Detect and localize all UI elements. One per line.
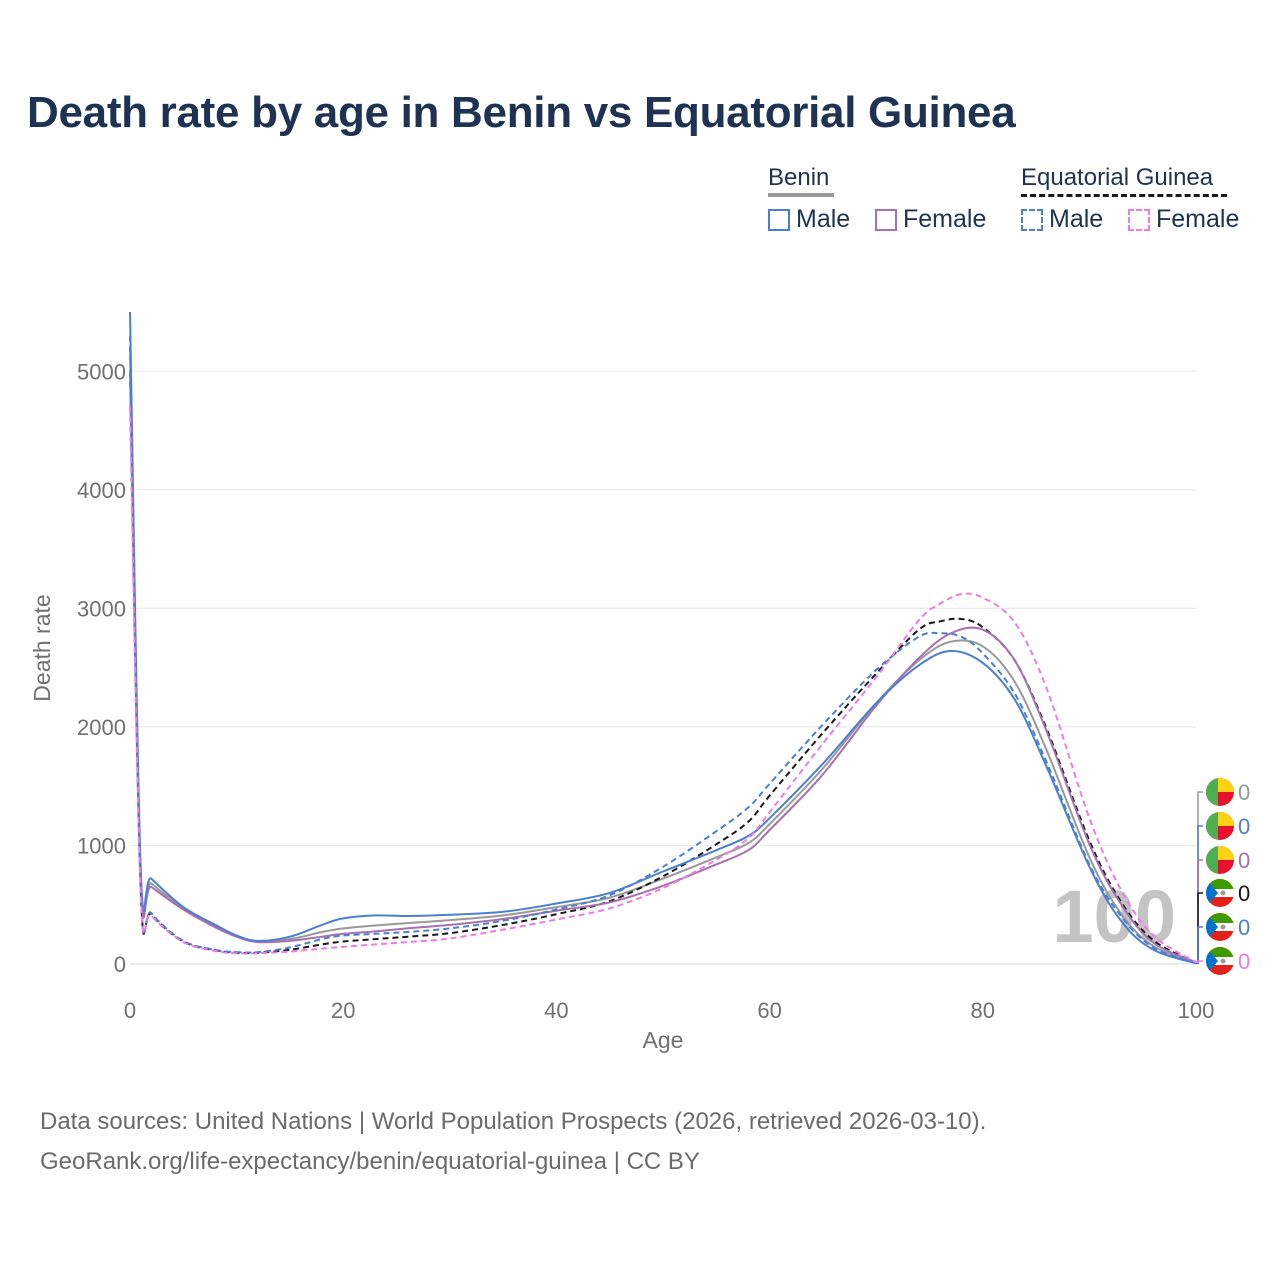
series-line-benin-female	[129, 371, 1197, 964]
equatorial-guinea-flag-icon	[1206, 947, 1234, 975]
series-line-benin-male	[129, 311, 1197, 965]
x-tick-label-0: 0	[124, 998, 136, 1023]
end-connector-equatorial-guinea-female	[1196, 960, 1203, 963]
legend-item-equatorial-guinea-female[interactable]: Female	[1128, 205, 1239, 234]
end-connector-benin-female	[1196, 859, 1203, 963]
y-tick-label-5000: 5000	[77, 359, 126, 384]
equatorial-guinea-flag-icon	[1206, 913, 1234, 941]
legend-label-equatorial-guinea-female: Female	[1156, 205, 1240, 233]
x-tick-label-60: 60	[757, 998, 781, 1023]
legend-label-equatorial-guinea-male: Male	[1049, 205, 1104, 233]
benin-flag-icon	[1206, 812, 1234, 840]
legend-group-equatorial-guinea[interactable]: Equatorial Guinea	[1021, 164, 1227, 197]
legend-swatch-equatorial-guinea-male	[1021, 208, 1043, 231]
benin-flag-icon	[1206, 846, 1234, 874]
legend-group-benin[interactable]: Benin	[768, 164, 834, 197]
x-tick-label-100: 100	[1178, 998, 1215, 1023]
end-connector-benin-male	[1196, 825, 1203, 965]
y-tick-label-1000: 1000	[77, 833, 126, 858]
legend-line-equatorial-guinea-total	[1021, 194, 1227, 197]
legend-line-benin-total	[768, 193, 834, 197]
x-tick-label-40: 40	[544, 998, 568, 1023]
x-axis-title: Age	[643, 1027, 684, 1053]
benin-flag-icon	[1206, 778, 1234, 806]
series-line-equatorial-guinea-total	[129, 371, 1197, 964]
legend-label-benin-male: Male	[796, 205, 851, 233]
series-line-equatorial-guinea-female	[129, 406, 1197, 964]
end-value-benin-male: 0	[1238, 814, 1250, 839]
gridlines	[130, 370, 1196, 847]
y-tick-label-0: 0	[114, 952, 126, 977]
end-value-benin-female: 0	[1238, 848, 1250, 873]
chart-title: Death rate by age in Benin vs Equatorial…	[27, 88, 1016, 137]
end-value-equatorial-guinea-total: 0	[1238, 881, 1250, 906]
end-labels: 0 0 0 0 0 0	[1196, 778, 1250, 975]
end-connector-equatorial-guinea-male	[1196, 926, 1203, 965]
x-tick-label-20: 20	[331, 998, 355, 1023]
end-connector-equatorial-guinea-total	[1196, 892, 1203, 964]
y-tick-label-4000: 4000	[77, 478, 126, 503]
x-tick-label-80: 80	[971, 998, 995, 1023]
footer-source: Data sources: United Nations | World Pop…	[40, 1108, 987, 1135]
legend-group-title-equatorial-guinea: Equatorial Guinea	[1021, 164, 1214, 191]
footer-url: GeoRank.org/life-expectancy/benin/equato…	[40, 1148, 700, 1175]
axes: 0 1000 2000 3000 4000 5000 0 20 40 60 80 100 Age Deat…	[29, 359, 1214, 1053]
legend-group-title-benin: Benin	[768, 164, 830, 191]
series-line-equatorial-guinea-male	[129, 335, 1197, 965]
y-tick-label-2000: 2000	[77, 715, 126, 740]
y-axis-title: Death rate	[29, 594, 55, 701]
legend-label-benin-female: Female	[903, 205, 987, 233]
end-value-equatorial-guinea-female: 0	[1238, 949, 1250, 974]
legend-swatch-benin-male	[768, 208, 790, 231]
equatorial-guinea-flag-icon	[1206, 879, 1234, 907]
legend-swatch-equatorial-guinea-female	[1128, 208, 1150, 231]
legend-item-benin-female[interactable]: Female	[875, 205, 986, 234]
end-value-benin-total: 0	[1238, 780, 1250, 805]
y-tick-label-3000: 3000	[77, 596, 126, 621]
end-value-equatorial-guinea-male: 0	[1238, 915, 1250, 940]
end-connector-benin-total	[1196, 791, 1203, 964]
legend-item-equatorial-guinea-male[interactable]: Male	[1021, 205, 1103, 234]
series-lines	[129, 311, 1197, 965]
legend-item-benin-male[interactable]: Male	[768, 205, 850, 234]
legend-swatch-benin-female	[875, 208, 897, 231]
